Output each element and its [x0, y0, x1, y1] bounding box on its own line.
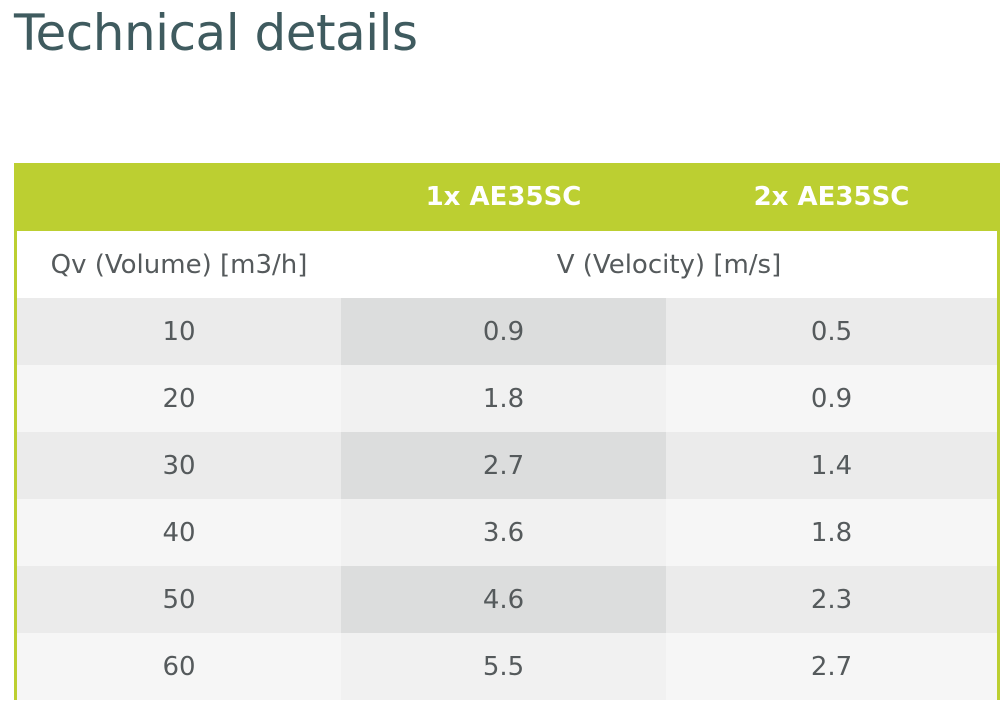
subheader-cell: V (Velocity) [m/s]	[341, 231, 997, 298]
table-cell: 0.9	[341, 298, 666, 365]
table-cell: 2.7	[341, 432, 666, 499]
table-cell: 1.8	[341, 365, 666, 432]
table-row: 60 5.5 2.7	[17, 633, 997, 700]
table-row: 20 1.8 0.9	[17, 365, 997, 432]
table-cell: 0.5	[666, 298, 997, 365]
table-row: 40 3.6 1.8	[17, 499, 997, 566]
header-cell: 1x AE35SC	[341, 163, 666, 231]
table-cell: 5.5	[341, 633, 666, 700]
table-cell: 2.7	[666, 633, 997, 700]
table-row: 10 0.9 0.5	[17, 298, 997, 365]
subheader-row: Qv (Volume) [m3/h] V (Velocity) [m/s]	[17, 231, 997, 298]
header-cell	[17, 163, 341, 231]
table-cell: 30	[17, 432, 341, 499]
table-cell: 0.9	[666, 365, 997, 432]
table-cell: 20	[17, 365, 341, 432]
table-row: 30 2.7 1.4	[17, 432, 997, 499]
table-cell: 2.3	[666, 566, 997, 633]
page-title: Technical details	[14, 4, 418, 62]
table-cell: 40	[17, 499, 341, 566]
table-cell: 3.6	[341, 499, 666, 566]
table-cell: 10	[17, 298, 341, 365]
data-table: 1x AE35SC 2x AE35SC Qv (Volume) [m3/h] V…	[17, 163, 997, 700]
subheader-cell: Qv (Volume) [m3/h]	[17, 231, 341, 298]
table-cell: 1.8	[666, 499, 997, 566]
table-row: 50 4.6 2.3	[17, 566, 997, 633]
header-row: 1x AE35SC 2x AE35SC	[17, 163, 997, 231]
table-cell: 60	[17, 633, 341, 700]
table-cell: 50	[17, 566, 341, 633]
header-cell: 2x AE35SC	[666, 163, 997, 231]
table-cell: 1.4	[666, 432, 997, 499]
table-frame: 1x AE35SC 2x AE35SC Qv (Volume) [m3/h] V…	[14, 163, 1000, 700]
table-cell: 4.6	[341, 566, 666, 633]
